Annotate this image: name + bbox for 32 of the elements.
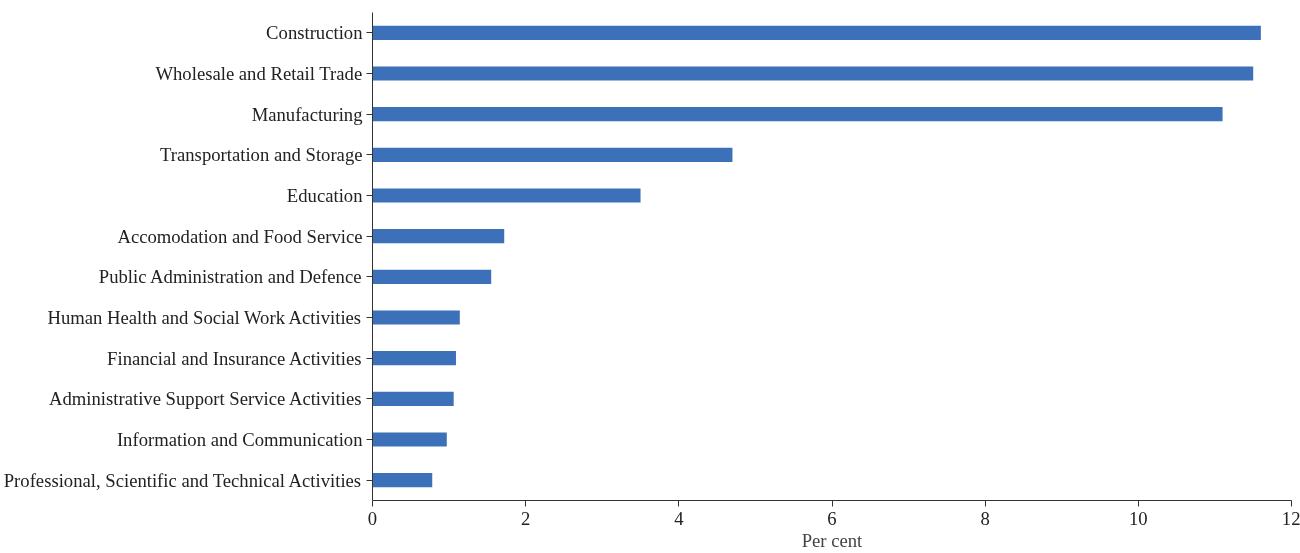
bar <box>372 473 433 488</box>
y-tick-label: Administrative Support Service Activities <box>49 388 362 410</box>
x-tick-label: 12 <box>1281 507 1300 529</box>
y-tick-label: Education <box>286 185 364 206</box>
x-tick-label: 2 <box>521 507 531 529</box>
bar <box>372 310 460 325</box>
y-tick-label: Manufacturing <box>251 103 363 125</box>
bar <box>372 107 1223 122</box>
bar <box>372 66 1254 81</box>
bar <box>372 269 492 284</box>
bar <box>372 147 733 162</box>
bar <box>372 432 447 447</box>
y-tick-label: Wholesale and Retail Trade <box>155 63 363 84</box>
x-axis-title: Per cent <box>801 529 864 551</box>
bar <box>372 229 505 244</box>
x-tick-label: 0 <box>367 507 378 529</box>
x-tick-label: 8 <box>980 507 990 529</box>
y-tick-label: Professional, Scientific and Technical Activities <box>3 469 362 491</box>
bar <box>372 188 641 203</box>
y-tick-label: Information and Communication <box>116 429 364 450</box>
y-tick-label: Public Administration and Defence <box>98 266 362 288</box>
bar <box>372 351 456 366</box>
bar <box>372 25 1261 40</box>
x-tick-label: 10 <box>1129 507 1148 529</box>
y-tick-label: Human Health and Social Work Activities <box>47 307 362 328</box>
y-tick-label: Construction <box>266 22 364 44</box>
y-tick-label: Transportation and Storage <box>160 144 363 166</box>
x-tick-label: 4 <box>674 507 685 529</box>
y-tick-label: Accomodation and Food Service <box>117 225 363 247</box>
bar <box>372 391 454 406</box>
x-tick-label: 6 <box>827 507 837 529</box>
y-tick-label: Financial and Insurance Activities <box>107 347 362 369</box>
